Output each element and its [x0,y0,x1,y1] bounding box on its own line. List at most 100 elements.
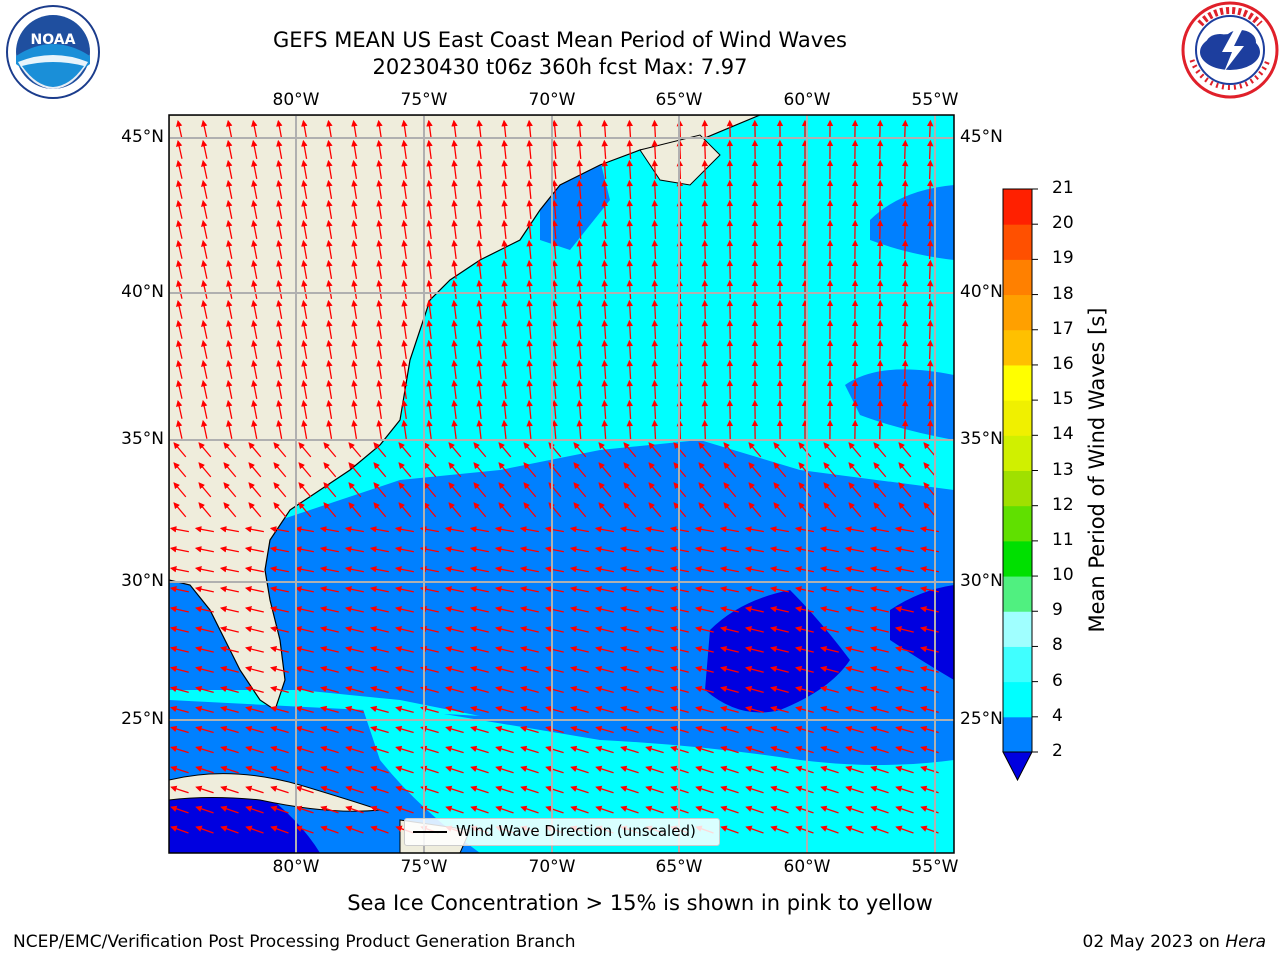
wind-arrow [175,339,183,359]
wind-arrow [370,665,389,673]
wind-arrow [401,399,408,420]
wind-arrow [276,299,283,319]
wind-arrow [323,482,337,498]
wind-arrow [820,745,839,754]
wind-arrow [601,239,608,260]
wind-arrow [551,159,558,180]
wind-arrow [501,399,508,420]
wind-arrow [445,745,464,754]
wind-arrow [823,482,837,498]
wind-arrow [370,685,389,693]
wind-arrow [545,725,564,734]
wind-arrow [720,665,739,673]
wind-arrow [520,705,539,714]
wind-arrow [170,805,189,814]
wind-arrow [545,805,564,814]
wind-arrow [351,159,358,179]
wind-arrow [394,625,414,633]
wind-arrow [594,586,614,593]
wind-arrow [294,586,314,593]
wind-arrow [445,785,464,794]
wind-arrow [645,725,664,734]
wind-arrow [701,259,709,280]
wind-arrow [326,279,333,299]
wind-arrow [251,219,258,239]
wind-arrow [651,259,659,280]
wind-arrow [819,546,839,553]
wind-arrow [320,645,339,653]
wind-arrow [695,685,714,693]
wave-region-gulf-low [169,785,320,853]
wind-arrow [473,502,487,518]
wind-arrow [270,645,289,653]
wind-arrow [476,139,483,160]
wind-arrow [623,502,637,518]
wind-arrow [773,502,787,518]
wind-arrow [520,665,539,673]
wind-arrow [526,119,533,140]
wind-arrow [645,685,664,693]
wind-arrow [576,379,583,400]
wind-arrow [895,685,914,693]
wind-arrow [551,219,558,240]
wind-arrow [645,645,664,653]
wind-arrow [476,419,483,440]
wind-arrow [619,546,639,553]
credit-text: NCEP/EMC/Verification Post Processing Pr… [13,932,576,952]
wind-arrow [595,765,614,774]
wind-arrow [651,399,659,420]
wind-arrow [351,259,358,279]
wind-arrow [245,705,264,714]
wind-arrow [723,502,737,518]
wind-arrow [398,482,412,498]
wind-arrow [601,219,608,240]
wind-arrow [819,566,839,573]
wind-arrow [820,665,839,673]
wind-arrow [426,199,433,220]
wind-arrow [523,442,537,458]
wind-arrow [345,725,364,734]
wind-arrow [401,159,408,180]
wind-arrow [270,785,289,794]
wind-arrow [594,605,614,613]
wind-arrow [720,645,739,653]
wind-arrow [744,566,764,573]
wind-arrow [745,785,764,794]
wind-arrow [526,199,533,220]
wind-arrow [651,219,659,240]
wind-arrow [426,139,433,160]
wind-arrow [819,625,839,633]
wind-arrow [845,785,864,794]
wind-arrow [226,359,233,379]
wind-arrow [351,119,358,139]
wind-arrow [448,482,462,498]
wind-arrow [401,359,408,380]
wind-arrow [370,785,389,794]
wind-arrow [276,419,283,439]
wind-arrow [545,665,564,673]
wind-arrow [344,546,364,553]
wind-arrow [626,119,634,140]
wind-arrow [470,645,489,653]
wind-arrow [326,399,333,419]
wind-arrow [651,419,659,440]
wind-arrow [551,339,558,360]
wind-arrow [745,705,764,714]
wind-arrow [323,442,337,458]
wind-arrow [348,442,362,458]
wind-arrow [223,502,237,518]
wind-arrow [320,785,339,794]
wind-arrow [394,546,414,553]
wind-arrow [570,745,589,754]
wind-arrow [576,359,583,380]
wind-arrow [476,199,483,220]
wind-arrow [901,379,909,400]
wind-arrow [423,502,437,518]
wind-arrow [794,586,814,593]
wind-arrow [395,685,414,693]
wind-arrow [551,299,558,320]
wind-arrow [345,745,364,754]
colorbar-tick-label: 9 [1052,600,1063,621]
wind-arrow [273,442,287,458]
lat-label: 35°N [121,429,164,449]
